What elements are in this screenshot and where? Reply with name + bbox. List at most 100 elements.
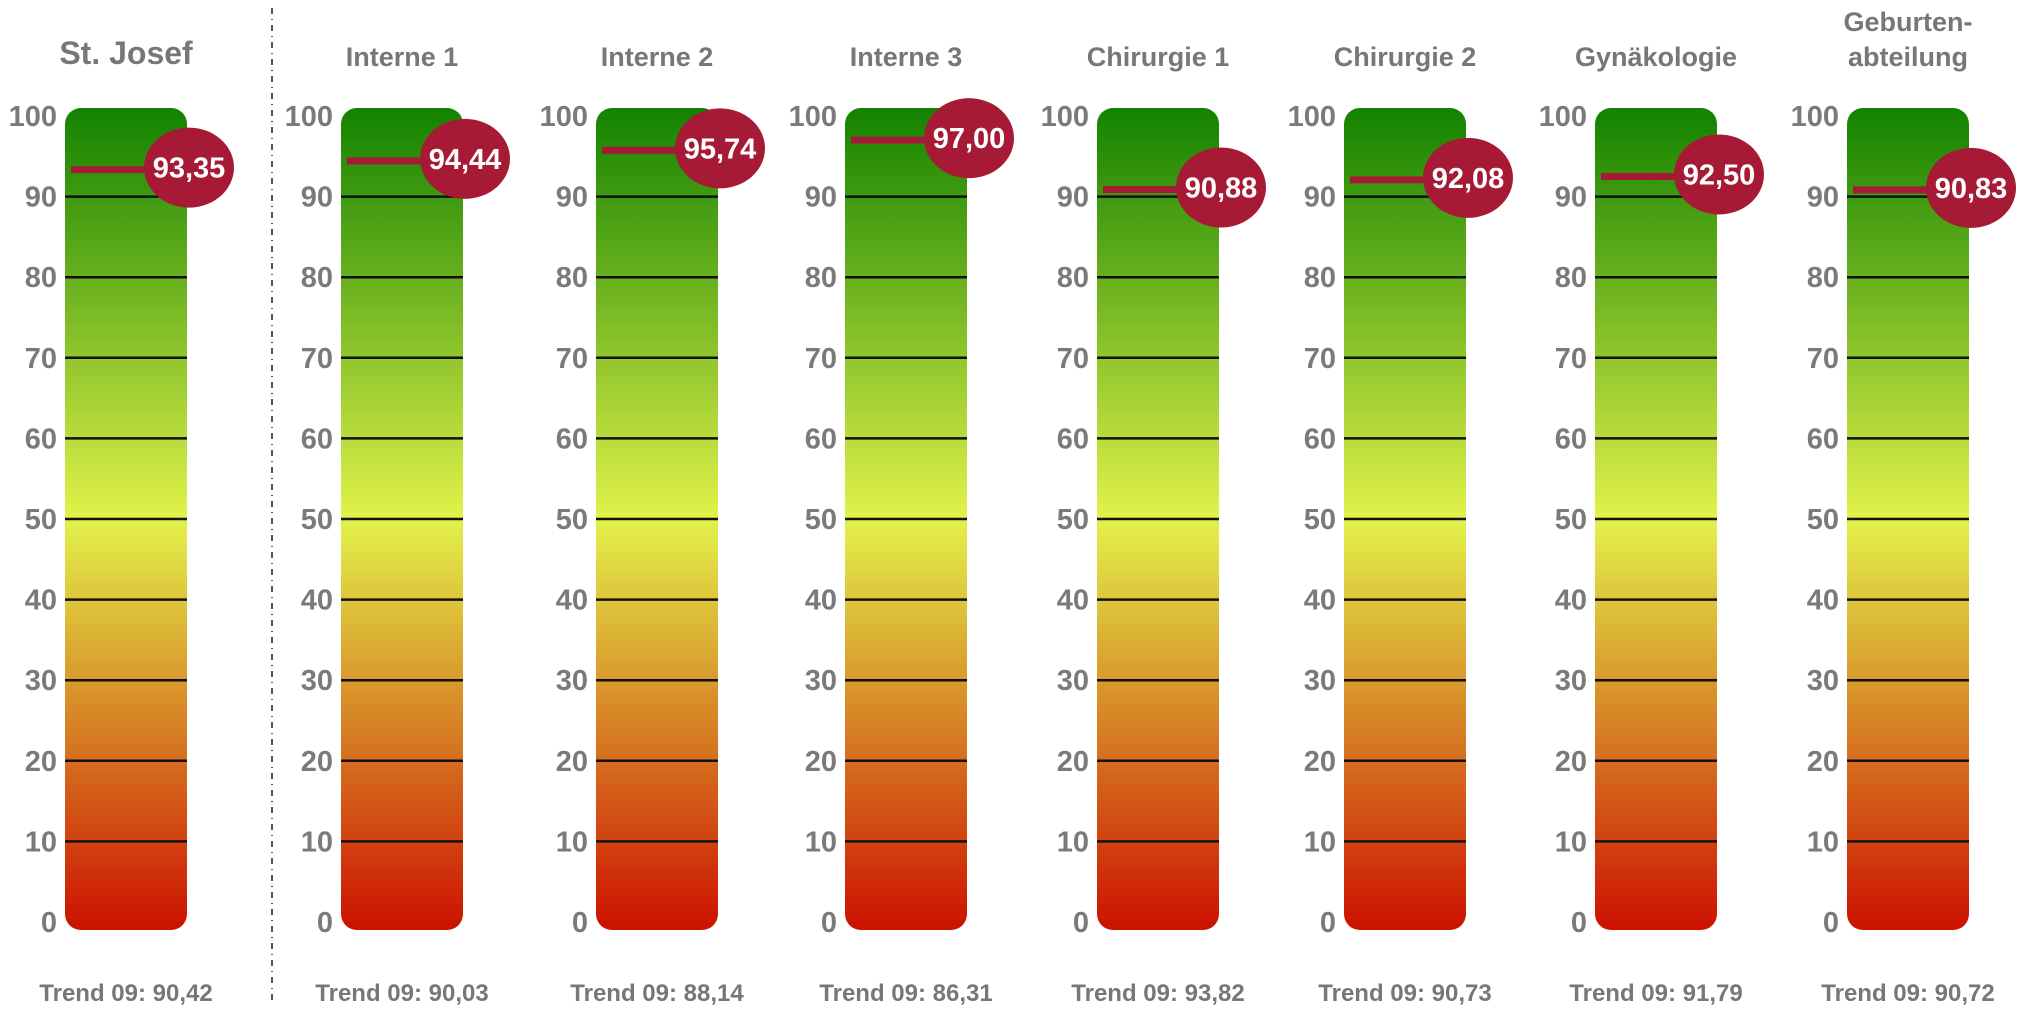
tick-label: 60 <box>556 423 588 455</box>
gauge-title: St. Josef <box>59 35 193 71</box>
tick-label: 60 <box>1555 423 1587 455</box>
tick-label: 0 <box>1073 907 1089 939</box>
trend-label: Trend 09: 86,31 <box>819 980 992 1005</box>
tick-label: 10 <box>301 826 333 858</box>
tick-label: 50 <box>1057 504 1089 536</box>
tick-label: 10 <box>25 826 57 858</box>
tick-label: 20 <box>556 746 588 778</box>
value-label: 92,08 <box>1432 163 1505 195</box>
tick-label: 70 <box>25 343 57 375</box>
tick-label: 30 <box>556 665 588 697</box>
value-label: 95,74 <box>684 133 757 165</box>
tick-label: 0 <box>821 907 837 939</box>
tick-label: 80 <box>556 262 588 294</box>
value-label: 90,83 <box>1935 173 2008 205</box>
value-badge <box>675 108 765 189</box>
tick-label: 0 <box>317 907 333 939</box>
tick-label: 30 <box>25 665 57 697</box>
tick-label: 20 <box>1807 746 1839 778</box>
tick-label: 60 <box>805 423 837 455</box>
tick-label: 100 <box>1041 101 1089 133</box>
tick-label: 60 <box>301 423 333 455</box>
tick-label: 10 <box>805 826 837 858</box>
trend-label: Trend 09: 90,73 <box>1318 980 1491 1005</box>
tick-label: 40 <box>1807 585 1839 617</box>
tick-label: 30 <box>1304 665 1336 697</box>
tick-label: 80 <box>805 262 837 294</box>
trend-label: Trend 09: 93,82 <box>1071 980 1244 1005</box>
tick-label: 60 <box>25 423 57 455</box>
trend-label: Trend 09: 90,03 <box>315 980 488 1005</box>
value-badge <box>1674 134 1764 215</box>
tick-label: 10 <box>1555 826 1587 858</box>
gauge-title: Interne 1 <box>346 42 459 72</box>
tick-label: 80 <box>1057 262 1089 294</box>
gauge-title: Chirurgie 2 <box>1334 42 1477 72</box>
tick-label: 40 <box>1304 585 1336 617</box>
tick-label: 0 <box>41 907 57 939</box>
tick-label: 0 <box>1320 907 1336 939</box>
tick-label: 30 <box>805 665 837 697</box>
tick-label: 70 <box>1807 343 1839 375</box>
tick-label: 60 <box>1807 423 1839 455</box>
tick-label: 80 <box>1304 262 1336 294</box>
tick-label: 50 <box>1555 504 1587 536</box>
tick-label: 90 <box>301 182 333 214</box>
value-label: 90,88 <box>1185 173 1258 205</box>
tick-label: 90 <box>1304 182 1336 214</box>
tick-label: 0 <box>1823 907 1839 939</box>
tick-label: 90 <box>805 182 837 214</box>
tick-label: 0 <box>1571 907 1587 939</box>
gauge-title: Geburten-abteilung <box>1843 7 1972 72</box>
tick-label: 50 <box>556 504 588 536</box>
tick-label: 100 <box>9 101 57 133</box>
value-label: 94,44 <box>429 144 502 176</box>
tick-label: 60 <box>1304 423 1336 455</box>
tick-label: 40 <box>556 585 588 617</box>
tick-label: 20 <box>1555 746 1587 778</box>
value-badge <box>1926 147 2016 228</box>
tick-label: 50 <box>1807 504 1839 536</box>
tick-label: 40 <box>805 585 837 617</box>
tick-label: 50 <box>301 504 333 536</box>
tick-label: 80 <box>1807 262 1839 294</box>
trend-label: Trend 09: 88,14 <box>570 980 744 1005</box>
tick-label: 100 <box>789 101 837 133</box>
tick-label: 20 <box>1057 746 1089 778</box>
tick-label: 10 <box>1807 826 1839 858</box>
tick-label: 20 <box>1304 746 1336 778</box>
tick-label: 90 <box>1555 182 1587 214</box>
tick-label: 30 <box>1057 665 1089 697</box>
tick-label: 30 <box>301 665 333 697</box>
tick-label: 20 <box>301 746 333 778</box>
value-badge <box>1176 147 1266 228</box>
tick-label: 40 <box>1555 585 1587 617</box>
tick-label: 100 <box>1791 101 1839 133</box>
tick-label: 40 <box>301 585 333 617</box>
tick-label: 70 <box>1304 343 1336 375</box>
tick-label: 100 <box>285 101 333 133</box>
tick-label: 70 <box>556 343 588 375</box>
gauge-title: Interne 3 <box>850 42 963 72</box>
tick-label: 30 <box>1807 665 1839 697</box>
tick-label: 40 <box>25 585 57 617</box>
tick-label: 100 <box>1539 101 1587 133</box>
tick-label: 70 <box>1057 343 1089 375</box>
tick-label: 20 <box>805 746 837 778</box>
value-label: 93,35 <box>153 153 226 185</box>
gauge-title: Chirurgie 1 <box>1087 42 1230 72</box>
tick-label: 0 <box>572 907 588 939</box>
tick-label: 80 <box>1555 262 1587 294</box>
gauge-title: Interne 2 <box>601 42 714 72</box>
trend-label: Trend 09: 90,42 <box>39 980 212 1005</box>
tick-label: 10 <box>1304 826 1336 858</box>
tick-label: 20 <box>25 746 57 778</box>
tick-label: 10 <box>556 826 588 858</box>
trend-label: Trend 09: 91,79 <box>1569 980 1742 1005</box>
tick-label: 90 <box>25 182 57 214</box>
tick-label: 10 <box>1057 826 1089 858</box>
tick-label: 80 <box>25 262 57 294</box>
tick-label: 50 <box>1304 504 1336 536</box>
